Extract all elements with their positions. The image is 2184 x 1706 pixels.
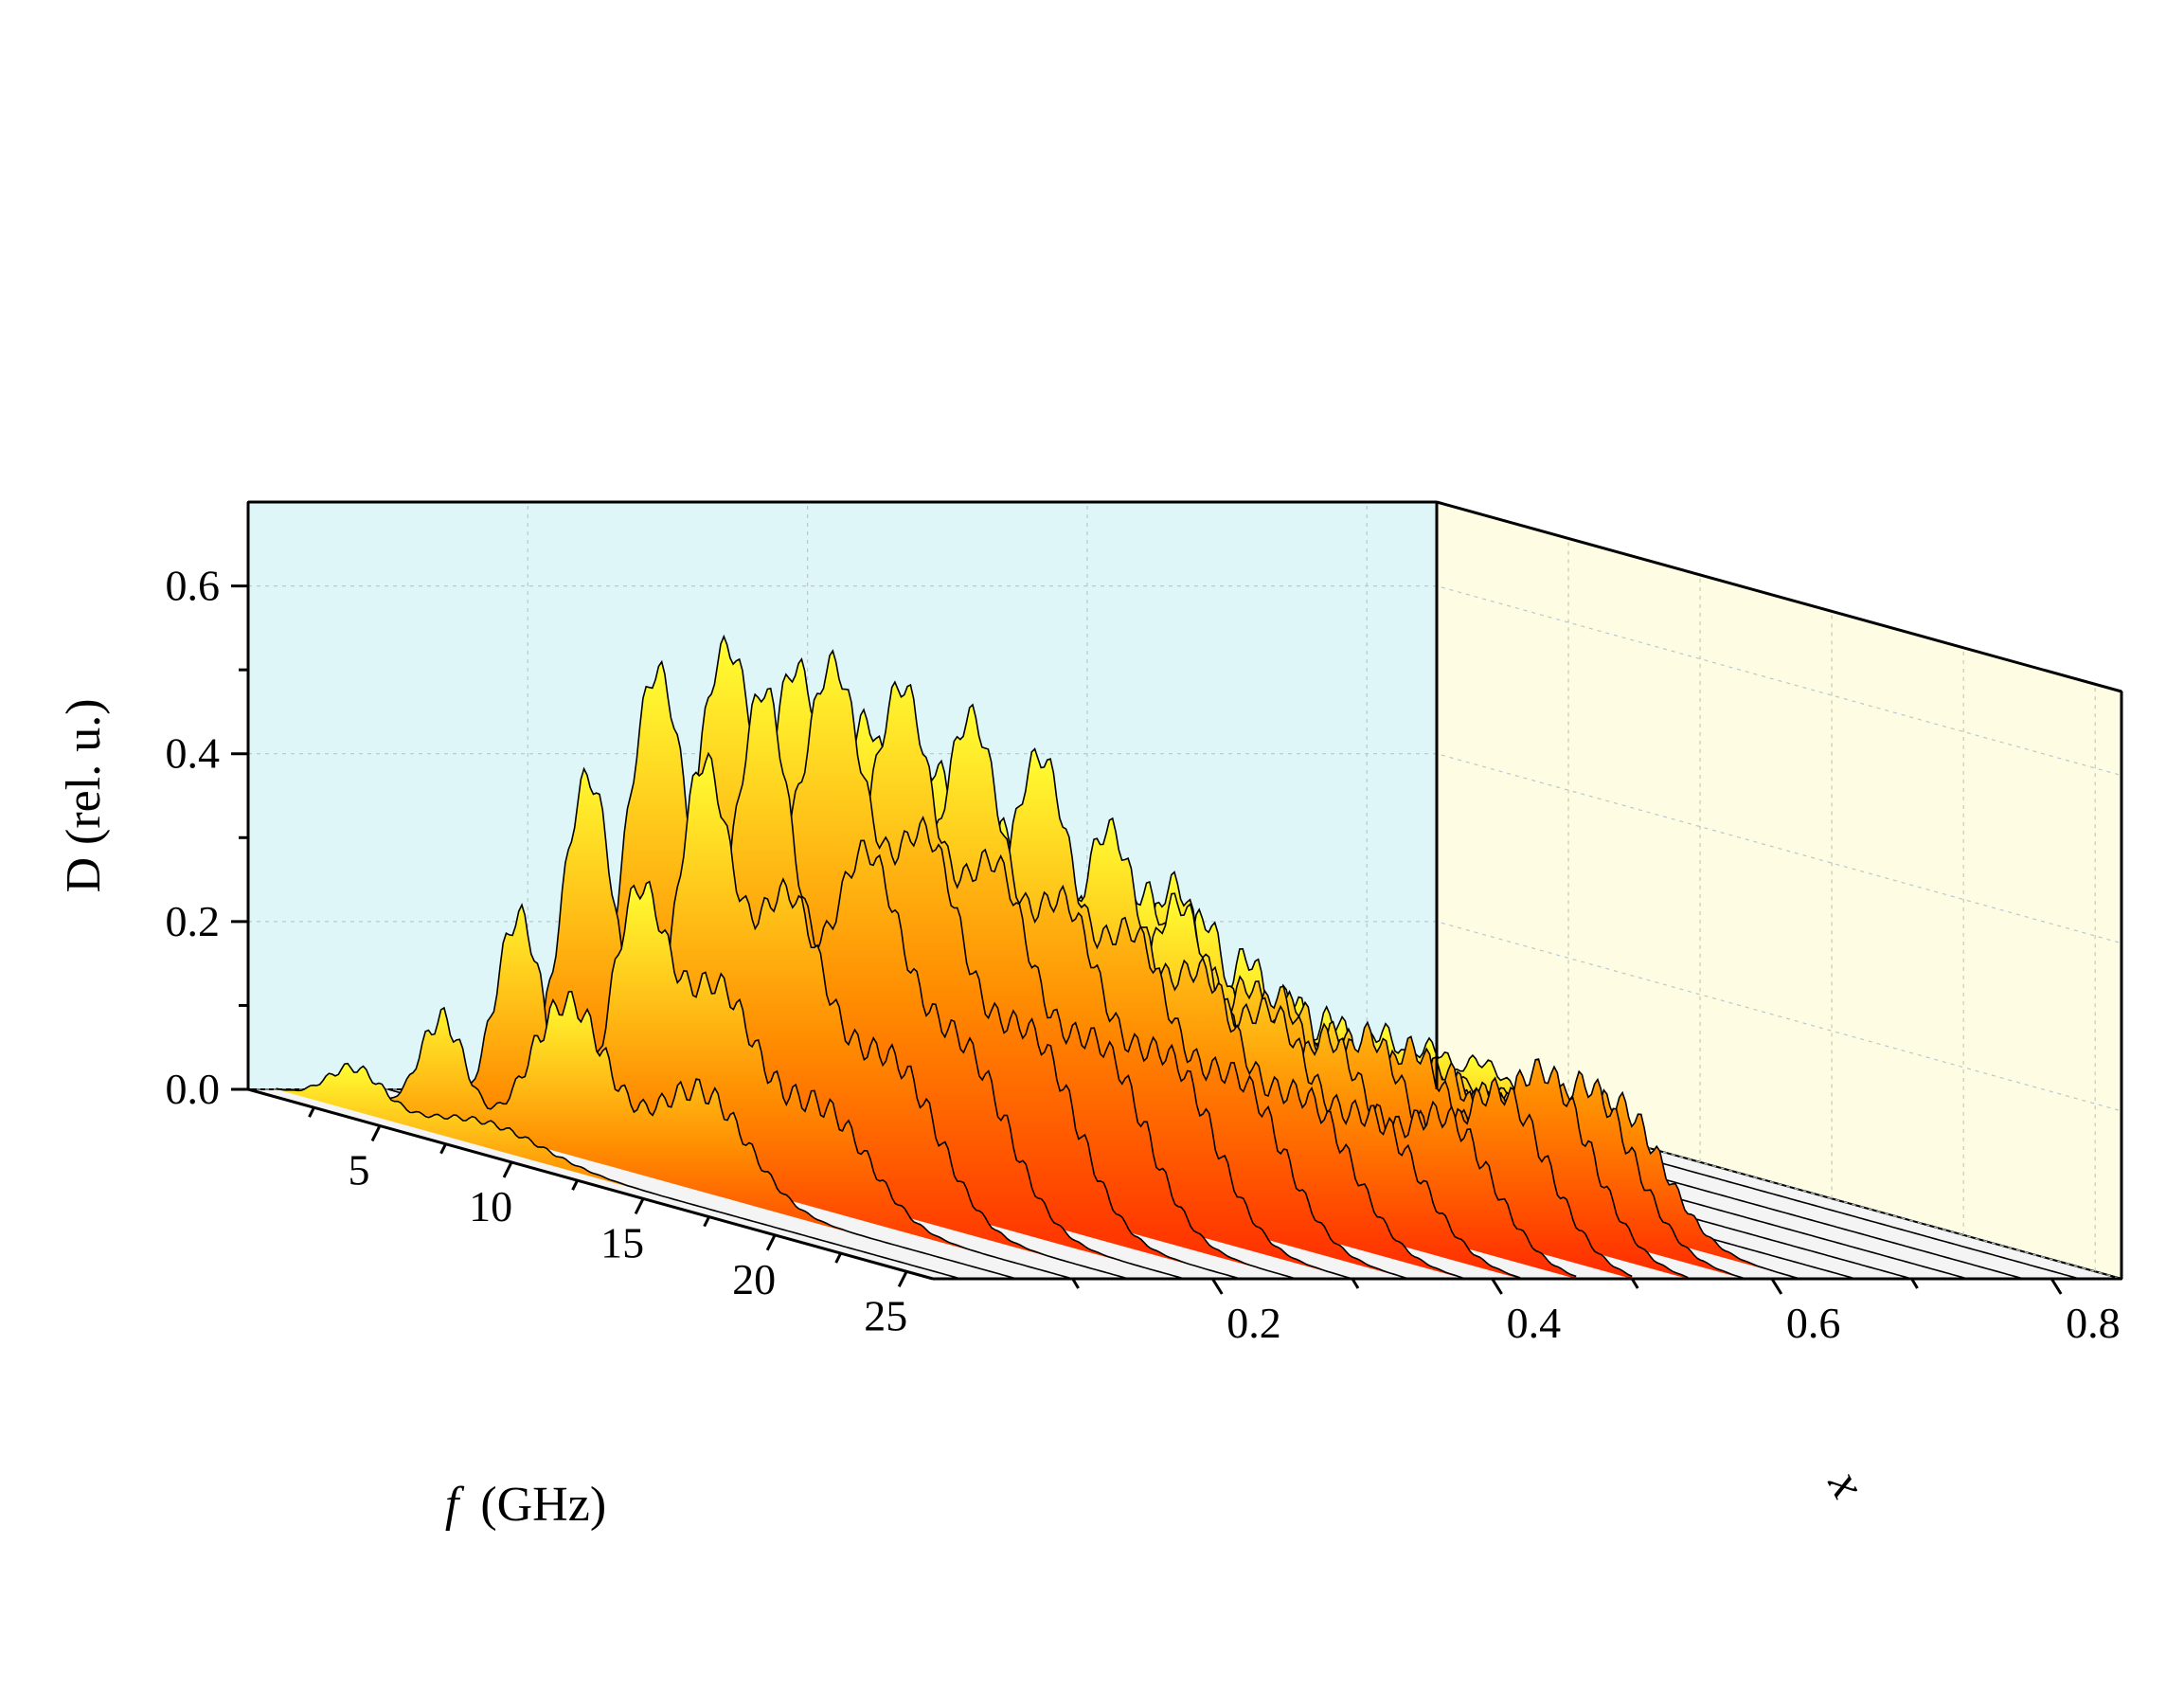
x-tick [1211, 1278, 1224, 1295]
x-tick [1491, 1278, 1503, 1295]
f-minor-tick [439, 1143, 447, 1155]
series-slice-fill [276, 1063, 961, 1279]
f-tick [370, 1124, 382, 1142]
x-minor-tick [1351, 1278, 1360, 1289]
f-minor-tick [571, 1179, 579, 1191]
series-slice-fill [387, 881, 1073, 1279]
x-axis-title: x [1817, 1462, 1876, 1507]
f-tick [502, 1161, 513, 1178]
tick-labels: 0.0 0.2 0.4 0.6 5 10 15 20 25 0.2 0.4 0.6 0.8 [166, 562, 2121, 1347]
series-slice-line [331, 990, 1017, 1280]
x-minor-tick [1630, 1278, 1639, 1289]
series-slice-line [1394, 1053, 2080, 1280]
series-slice-line [276, 1062, 961, 1280]
top-edge-right [1436, 500, 2122, 693]
series-slice-fill [331, 991, 1017, 1279]
z-tick-label: 0.0 [166, 1065, 221, 1113]
f-minor-tick [308, 1106, 315, 1118]
f-axis-line [247, 1087, 934, 1281]
f-minor-tick [703, 1215, 710, 1228]
axes [231, 500, 2123, 1295]
x-tick-label: 0.8 [2066, 1299, 2121, 1347]
f-axis-symbol: f [445, 1478, 465, 1532]
f-axis-title: f (GHz) [445, 1478, 606, 1532]
f-tick-label: 5 [349, 1145, 370, 1194]
f-tick [765, 1234, 777, 1251]
series-slice-line [443, 751, 1129, 1280]
f-tick [634, 1197, 645, 1215]
z-tick-label: 0.4 [166, 729, 221, 778]
x-tick [2050, 1278, 2063, 1295]
series-slice-fill [443, 753, 1129, 1279]
f-tick-label: 10 [469, 1182, 512, 1230]
x-minor-tick [1910, 1278, 1919, 1289]
z-axis-title: D (rel. u.) [57, 698, 111, 892]
f-tick-label: 20 [732, 1255, 776, 1303]
series-slices [276, 634, 2080, 1280]
f-axis-unit: (GHz) [480, 1478, 606, 1532]
z-tick-label: 0.6 [166, 562, 221, 610]
series-slice-line [387, 880, 1073, 1280]
f-tick [897, 1270, 908, 1287]
x-tick [1770, 1278, 1783, 1295]
z-tick-label: 0.2 [166, 897, 221, 945]
f-minor-tick [834, 1252, 843, 1264]
x-tick-label: 0.2 [1226, 1299, 1281, 1347]
f-tick-label: 15 [600, 1218, 644, 1266]
x-minor-tick [1071, 1278, 1080, 1289]
f-tick-label: 25 [864, 1291, 907, 1339]
x-tick-label: 0.4 [1507, 1299, 1562, 1347]
x-tick-label: 0.6 [1786, 1299, 1841, 1347]
